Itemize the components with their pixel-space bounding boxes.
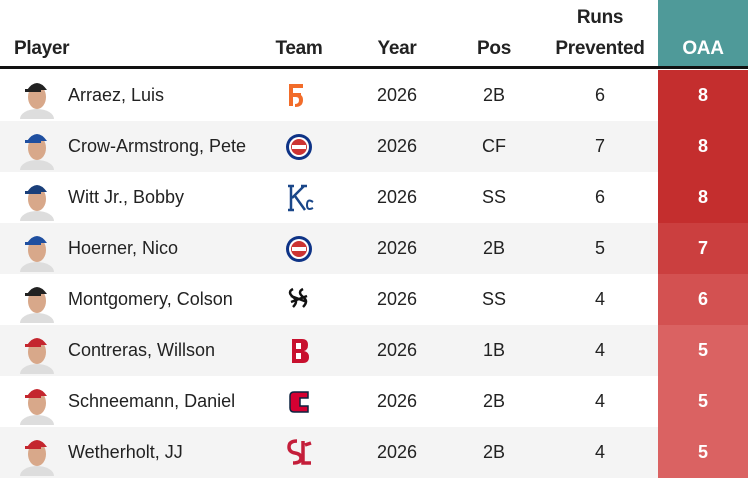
table-row: Crow-Armstrong, Pete 2026 CF 7 8 [0,121,748,172]
player-headshot [20,287,54,323]
player-headshot [20,134,54,170]
table-row: Montgomery, Colson 2026 SS 4 6 [0,274,748,325]
table-row: Contreras, Willson 2026 1B 4 5 [0,325,748,376]
team-logo [288,287,308,308]
year: 2026 [376,187,418,207]
header-player: Player [14,38,70,59]
runs-prevented: 4 [594,442,605,462]
table-row: Witt Jr., Bobby 2026 SS 6 8 [0,172,748,223]
year: 2026 [376,238,418,258]
year: 2026 [376,289,418,309]
year: 2026 [376,340,418,360]
oaa-value: 8 [697,136,708,156]
oaa-value: 5 [697,340,708,360]
player-name: Crow-Armstrong, Pete [68,136,247,156]
runs-prevented: 5 [594,238,605,258]
oaa-value: 6 [697,289,708,309]
position: 2B [482,442,506,462]
oaa-value: 7 [697,238,708,258]
team-logo [286,134,312,160]
team-logo [289,391,309,413]
table-row: Arraez, Luis 2026 2B 6 8 [0,70,748,121]
player-name: Witt Jr., Bobby [68,187,185,207]
header-runs-prevented: Runs Prevented [555,7,645,59]
table-row: Hoerner, Nico 2026 2B 5 7 [0,223,748,274]
position: SS [481,187,506,207]
runs-prevented: 7 [594,136,605,156]
oaa-cell: 8 [658,70,748,121]
team-logo [286,236,312,262]
header-year: Year [377,38,417,59]
oaa-value: 8 [697,187,708,207]
oaa-value: 5 [697,391,708,411]
oaa-cell: 8 [658,172,748,223]
position: 2B [482,238,506,258]
position: 2B [482,85,506,105]
table-row: Schneemann, Daniel 2026 2B 4 5 [0,376,748,427]
position: SS [481,289,506,309]
team-logo [292,339,309,363]
year: 2026 [376,391,418,411]
player-name: Montgomery, Colson [68,289,233,309]
oaa-cell: 6 [658,274,748,325]
player-name: Schneemann, Daniel [68,391,236,411]
player-headshot [20,236,54,272]
oaa-cell: 5 [658,427,748,478]
year: 2026 [376,442,418,462]
team-logo [287,439,312,465]
runs-prevented: 4 [594,391,605,411]
position: 1B [482,340,506,360]
player-name: Wetherholt, JJ [68,442,183,462]
oaa-cell: 5 [658,376,748,427]
position: CF [482,136,506,156]
player-headshot [20,338,54,374]
oaa-cell: 7 [658,223,748,274]
player-name: Arraez, Luis [68,85,165,105]
player-name: Contreras, Willson [68,340,216,360]
runs-prevented: 6 [594,187,605,207]
oaa-cell: 5 [658,325,748,376]
position: 2B [482,391,506,411]
player-name: Hoerner, Nico [68,238,179,258]
header-rule [0,66,748,69]
table-row: Wetherholt, JJ 2026 2B 4 5 [0,427,748,478]
runs-prevented: 4 [594,340,605,360]
header-team: Team [275,38,323,59]
runs-prevented: 4 [594,289,605,309]
team-logo [289,84,303,107]
oaa-value: 8 [697,85,708,105]
player-headshot [20,389,54,425]
oaa-cell: 8 [658,121,748,172]
runs-prevented: 6 [594,85,605,105]
team-logo [288,184,314,212]
player-headshot [20,440,54,476]
oaa-header-bg [658,0,748,67]
header-pos: Pos [477,38,511,59]
year: 2026 [376,136,418,156]
oaa-value: 5 [697,442,708,462]
header-oaa: OAA [682,38,724,59]
player-headshot [20,83,54,119]
player-headshot [20,185,54,221]
year: 2026 [376,85,418,105]
